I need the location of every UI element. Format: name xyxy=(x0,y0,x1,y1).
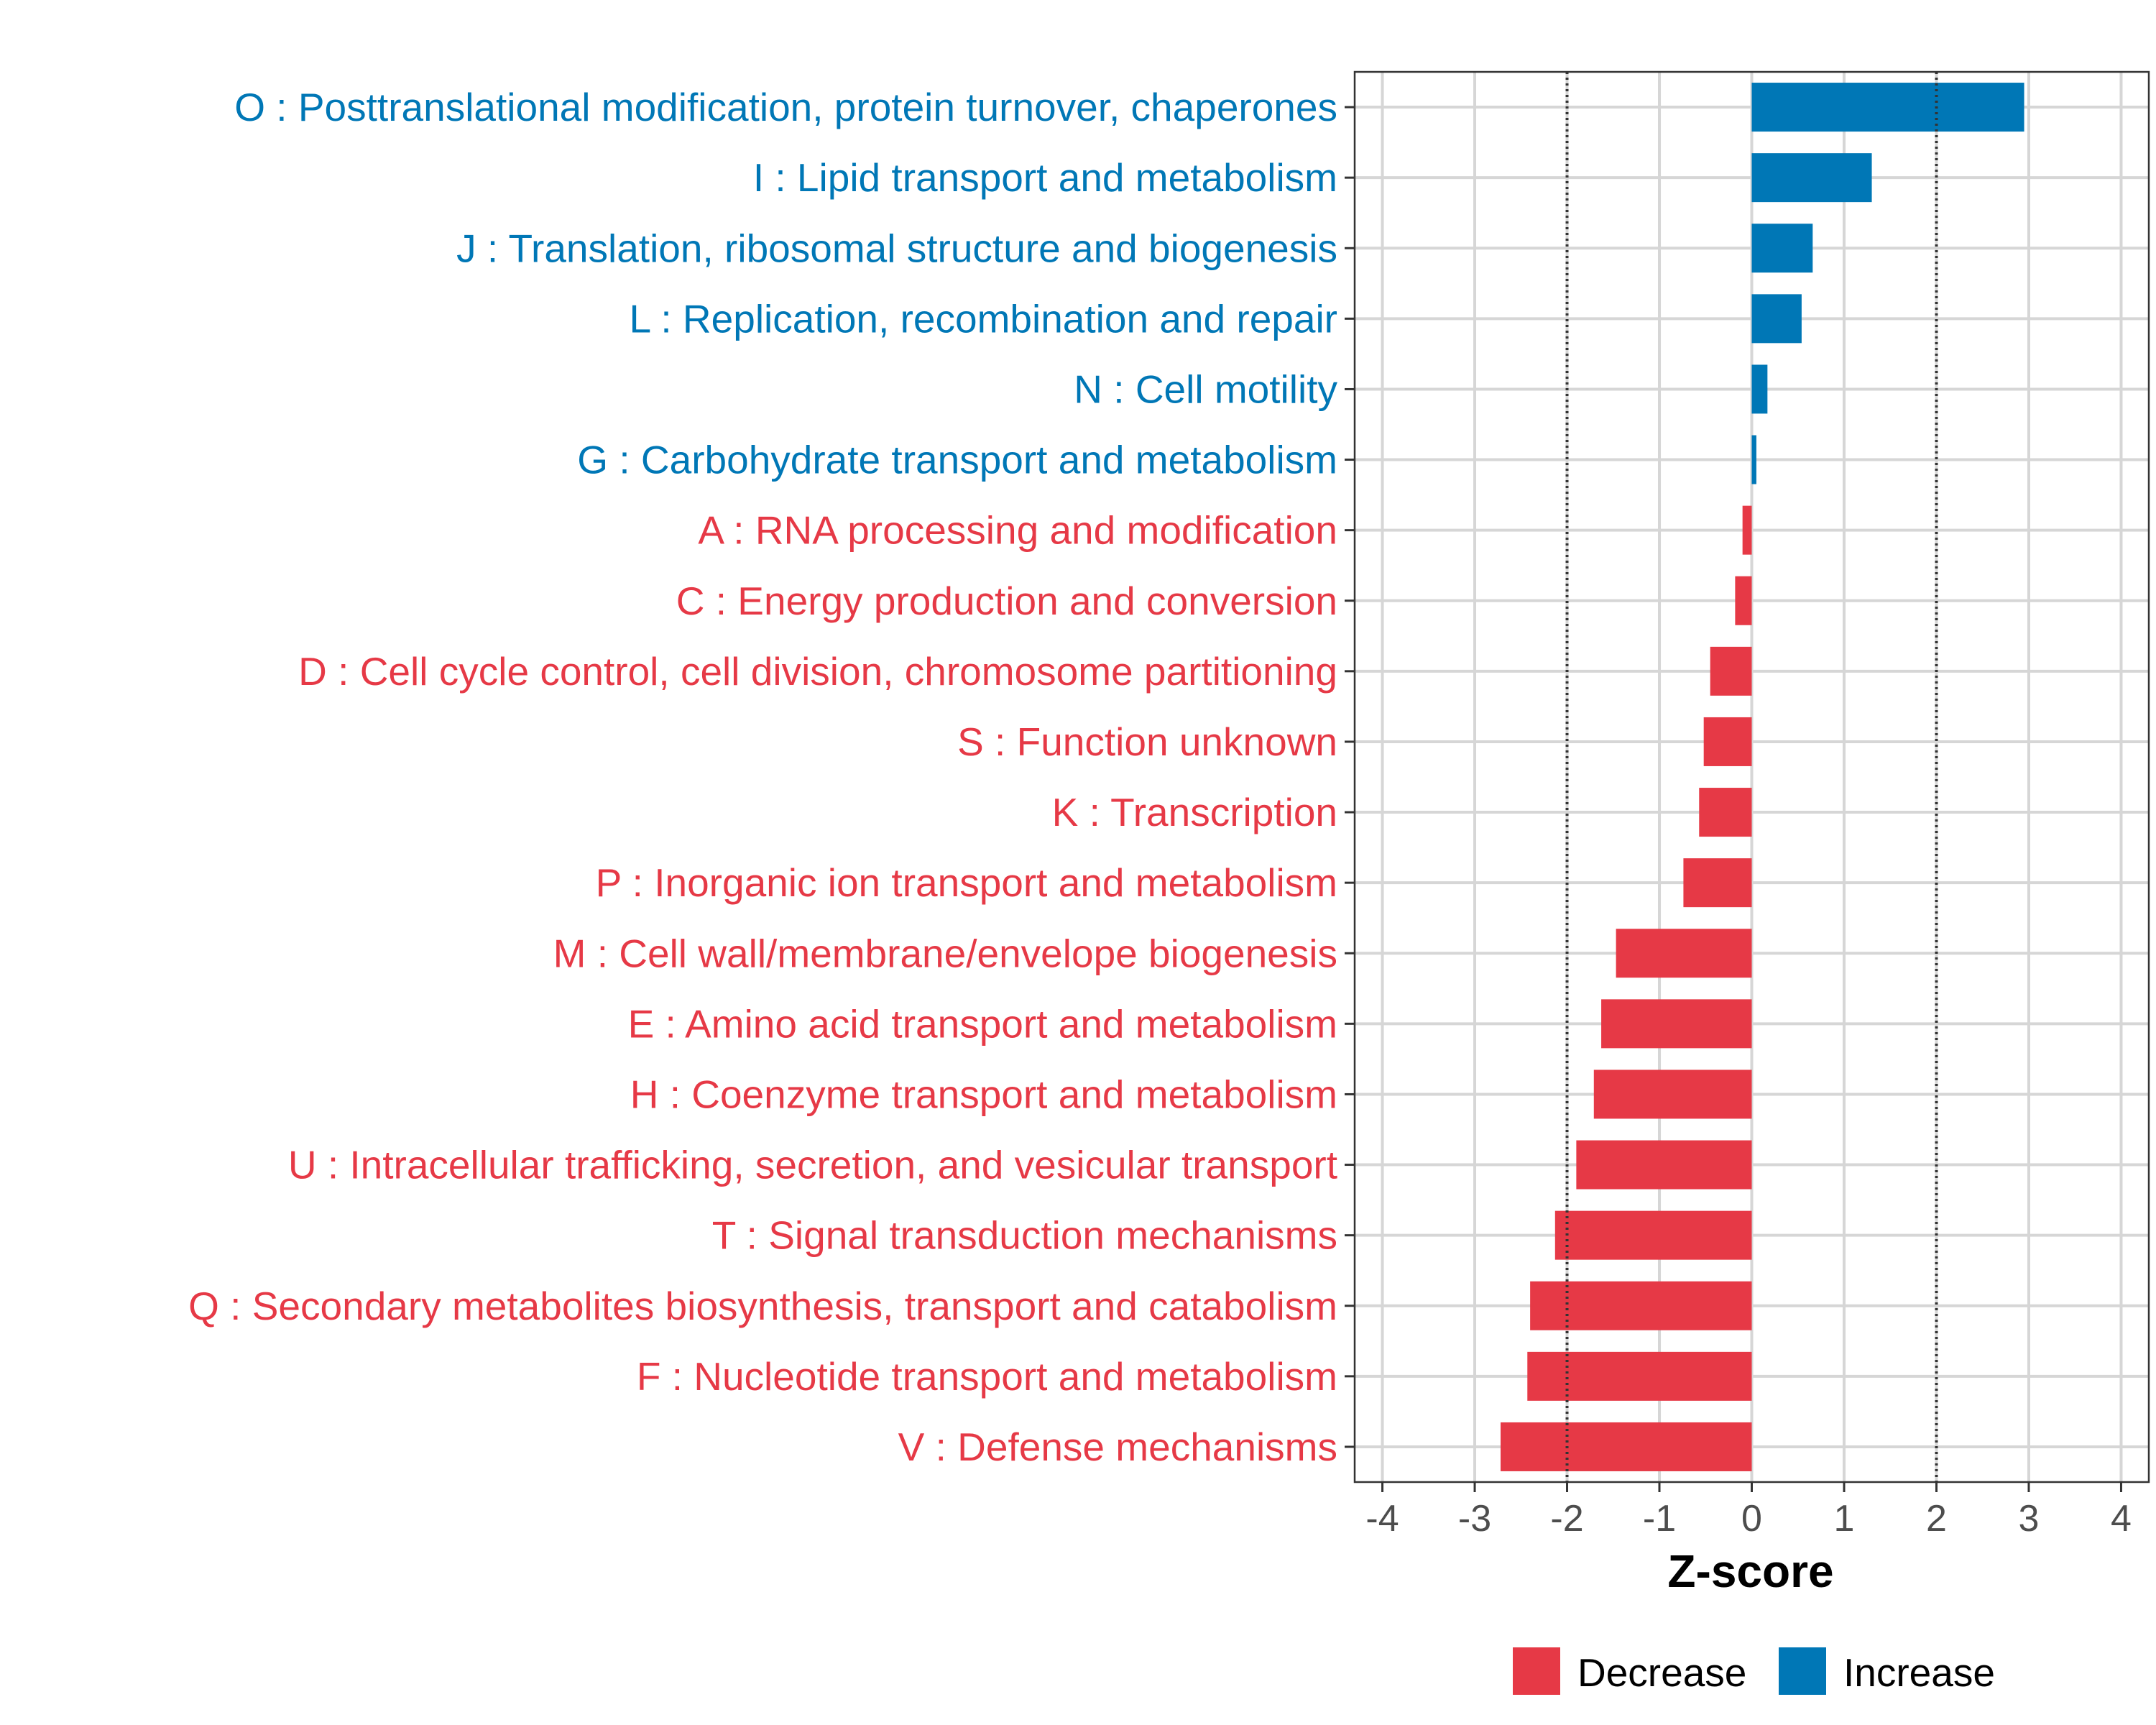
legend-swatch xyxy=(1513,1647,1560,1695)
y-tick-label: U : Intracellular trafficking, secretion… xyxy=(288,1143,1337,1187)
bar xyxy=(1703,717,1752,766)
legend: Decrease Increase xyxy=(1513,1647,1995,1695)
y-tick-label: L : Replication, recombination and repai… xyxy=(630,296,1337,341)
y-tick-label: T : Signal transduction mechanisms xyxy=(712,1213,1337,1258)
bar xyxy=(1751,294,1802,344)
x-tick-label: -4 xyxy=(1365,1498,1399,1540)
y-tick-label: P : Inorganic ion transport and metaboli… xyxy=(596,860,1337,905)
legend-swatch xyxy=(1779,1647,1826,1695)
bar xyxy=(1554,1210,1752,1260)
x-tick-label: 2 xyxy=(1926,1498,1947,1540)
y-tick-label: G : Carbohydrate transport and metabolis… xyxy=(577,438,1337,482)
y-tick-label: Q : Secondary metabolites biosynthesis, … xyxy=(188,1284,1337,1328)
x-axis-ticks: -4 -3 -2 -1 0 1 2 3 4 xyxy=(1365,1482,2132,1540)
y-tick-label: J : Translation, ribosomal structure and… xyxy=(456,226,1337,270)
y-tick-label: C : Energy production and conversion xyxy=(676,579,1337,623)
y-tick-label: F : Nucleotide transport and metabolism xyxy=(637,1354,1337,1399)
bar xyxy=(1742,505,1752,555)
x-tick-label: 4 xyxy=(2111,1498,2132,1540)
x-tick-label: 3 xyxy=(2019,1498,2040,1540)
bar xyxy=(1530,1281,1752,1330)
x-tick-label: 0 xyxy=(1741,1498,1762,1540)
bar xyxy=(1751,153,1872,203)
x-tick-label: 1 xyxy=(1834,1498,1855,1540)
y-axis-category-labels: O : Posttranslational modification, prot… xyxy=(188,85,1337,1469)
y-tick-label: M : Cell wall/membrane/envelope biogenes… xyxy=(553,931,1337,975)
bar xyxy=(1601,999,1752,1049)
bar xyxy=(1751,83,2024,132)
y-tick-label: H : Coenzyme transport and metabolism xyxy=(630,1072,1337,1116)
y-tick-label: D : Cell cycle control, cell division, c… xyxy=(298,649,1337,694)
y-tick-label: I : Lipid transport and metabolism xyxy=(753,155,1337,200)
y-tick-label: K : Transcription xyxy=(1052,790,1337,834)
bar xyxy=(1576,1140,1752,1190)
bar xyxy=(1527,1351,1752,1401)
grid-lines xyxy=(1355,72,2149,1482)
bar xyxy=(1751,364,1768,414)
bar xyxy=(1710,646,1752,696)
bar xyxy=(1751,435,1756,484)
x-axis-title: Z-score xyxy=(1667,1545,1833,1597)
legend-label: Decrease xyxy=(1577,1650,1746,1695)
legend-label: Increase xyxy=(1843,1650,1995,1695)
y-tick-label: O : Posttranslational modification, prot… xyxy=(234,85,1337,129)
bar xyxy=(1699,788,1752,837)
x-tick-label: -3 xyxy=(1458,1498,1491,1540)
bars xyxy=(1501,83,2024,1471)
y-tick-label: E : Amino acid transport and metabolism xyxy=(628,1001,1337,1046)
x-tick-label: -2 xyxy=(1550,1498,1583,1540)
bar xyxy=(1593,1070,1752,1119)
y-tick-label: N : Cell motility xyxy=(1074,367,1337,411)
bar xyxy=(1751,224,1813,273)
y-tick-label: S : Function unknown xyxy=(957,719,1337,764)
bar xyxy=(1616,929,1752,978)
y-tick-label: A : RNA processing and modification xyxy=(698,508,1337,553)
x-tick-label: -1 xyxy=(1643,1498,1676,1540)
y-axis-ticks xyxy=(1345,106,1355,1448)
bar xyxy=(1735,576,1752,625)
y-tick-label: V : Defense mechanisms xyxy=(898,1425,1337,1469)
bar xyxy=(1683,858,1752,908)
bar xyxy=(1501,1422,1752,1471)
